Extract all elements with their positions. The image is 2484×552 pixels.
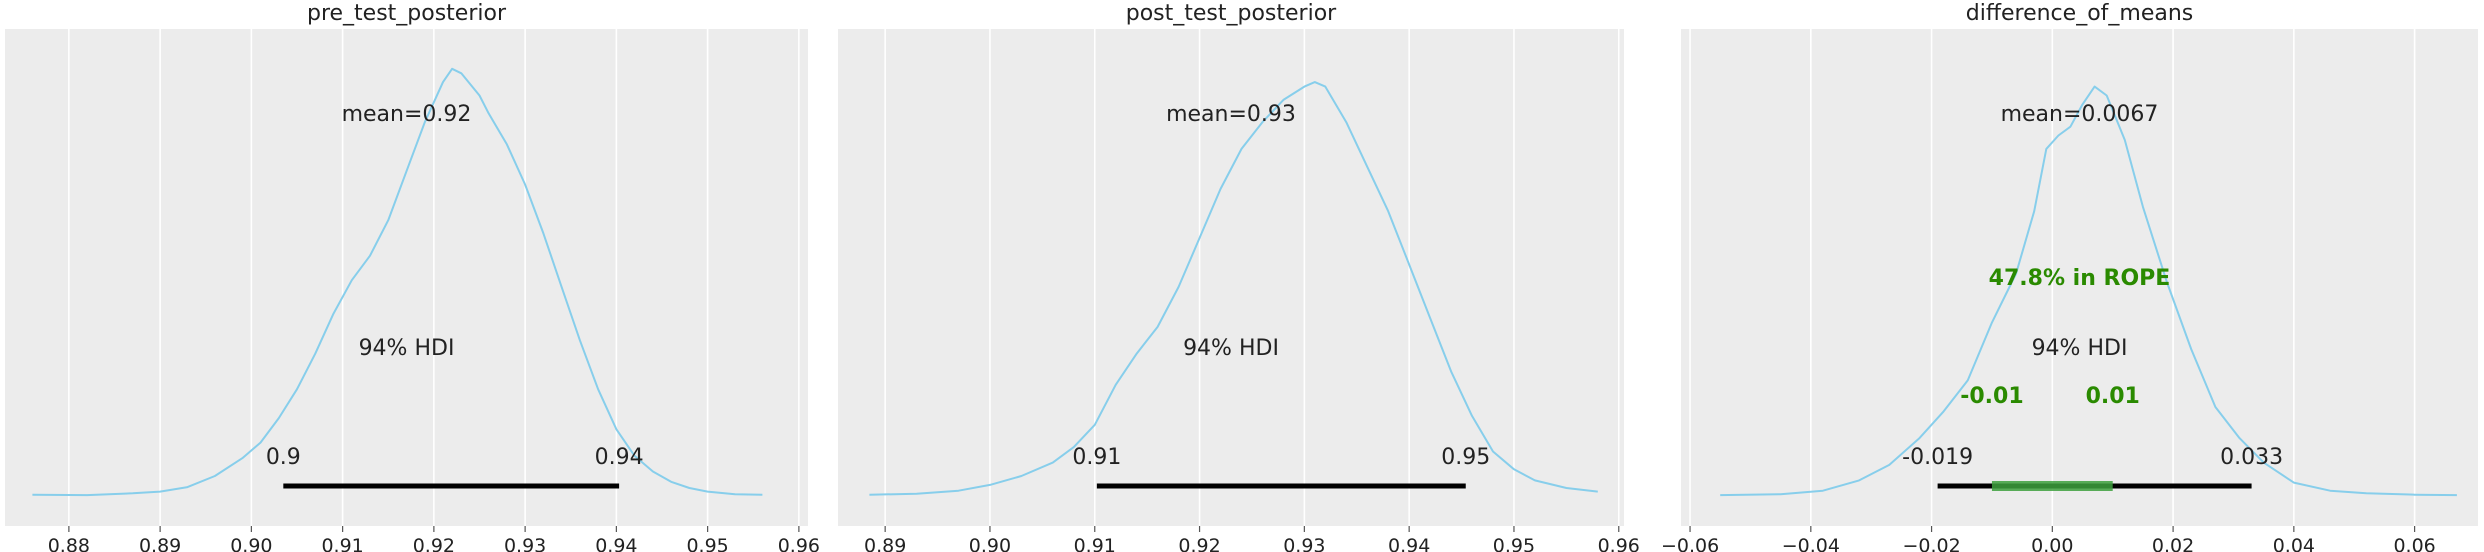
x-tick-label: 0.92 — [1178, 535, 1220, 552]
rope-high-label: 0.01 — [2086, 384, 2140, 409]
x-tick-label: 0.91 — [1074, 535, 1116, 552]
x-tick-label: 0.94 — [595, 535, 637, 552]
hdi-high-label: 0.94 — [595, 445, 644, 470]
plot-area-1 — [5, 29, 808, 526]
panel-title: difference_of_means — [1966, 1, 2194, 26]
x-tick-label: 0.06 — [2393, 535, 2435, 552]
density-curve — [32, 67, 763, 497]
density-curve — [1720, 85, 2457, 497]
x-tick-label: −0.04 — [1782, 535, 1840, 552]
hdi-low-label: 0.9 — [266, 445, 301, 470]
plot-area-2 — [838, 29, 1624, 526]
x-tick-label: 0.90 — [230, 535, 272, 552]
hdi-high-label: 0.95 — [1441, 445, 1490, 470]
x-tick-label: 0.89 — [864, 535, 906, 552]
density-curve — [869, 81, 1598, 496]
rope-low-label: -0.01 — [1960, 384, 2023, 409]
x-tick-label: 0.93 — [1283, 535, 1325, 552]
x-tick-label: 0.91 — [321, 535, 363, 552]
x-tick-label: 0.96 — [1598, 535, 1640, 552]
x-tick-label: 0.88 — [48, 535, 90, 552]
x-tick-label: 0.96 — [778, 535, 820, 552]
panel-title: pre_test_posterior — [307, 1, 507, 26]
hdi-low-label: 0.91 — [1072, 445, 1121, 470]
hdi-low-label: -0.019 — [1902, 445, 1973, 470]
x-tick-label: 0.95 — [686, 535, 728, 552]
mean-label: mean=0.93 — [1166, 102, 1296, 127]
x-tick-label: 0.02 — [2152, 535, 2194, 552]
hdi-label: 94% HDI — [2032, 336, 2128, 361]
x-tick-label: −0.06 — [1661, 535, 1719, 552]
x-tick-label: 0.90 — [969, 535, 1011, 552]
x-tick-label: 0.00 — [2031, 535, 2073, 552]
rope-bar — [1991, 481, 2113, 491]
x-tick-label: 0.04 — [2273, 535, 2315, 552]
rope-label: 47.8% in ROPE — [1989, 266, 2171, 291]
hdi-label: 94% HDI — [359, 336, 455, 361]
panel-title: post_test_posterior — [1126, 1, 1337, 26]
mean-label: mean=0.0067 — [2001, 102, 2159, 127]
x-tick-label: 0.89 — [139, 535, 181, 552]
x-tick-label: 0.92 — [413, 535, 455, 552]
x-tick-label: −0.02 — [1902, 535, 1960, 552]
mean-label: mean=0.92 — [342, 102, 472, 127]
x-tick-label: 0.93 — [504, 535, 546, 552]
hdi-label: 94% HDI — [1183, 336, 1279, 361]
x-tick-label: 0.94 — [1388, 535, 1430, 552]
x-tick-label: 0.95 — [1493, 535, 1535, 552]
hdi-high-label: 0.033 — [2220, 445, 2283, 470]
